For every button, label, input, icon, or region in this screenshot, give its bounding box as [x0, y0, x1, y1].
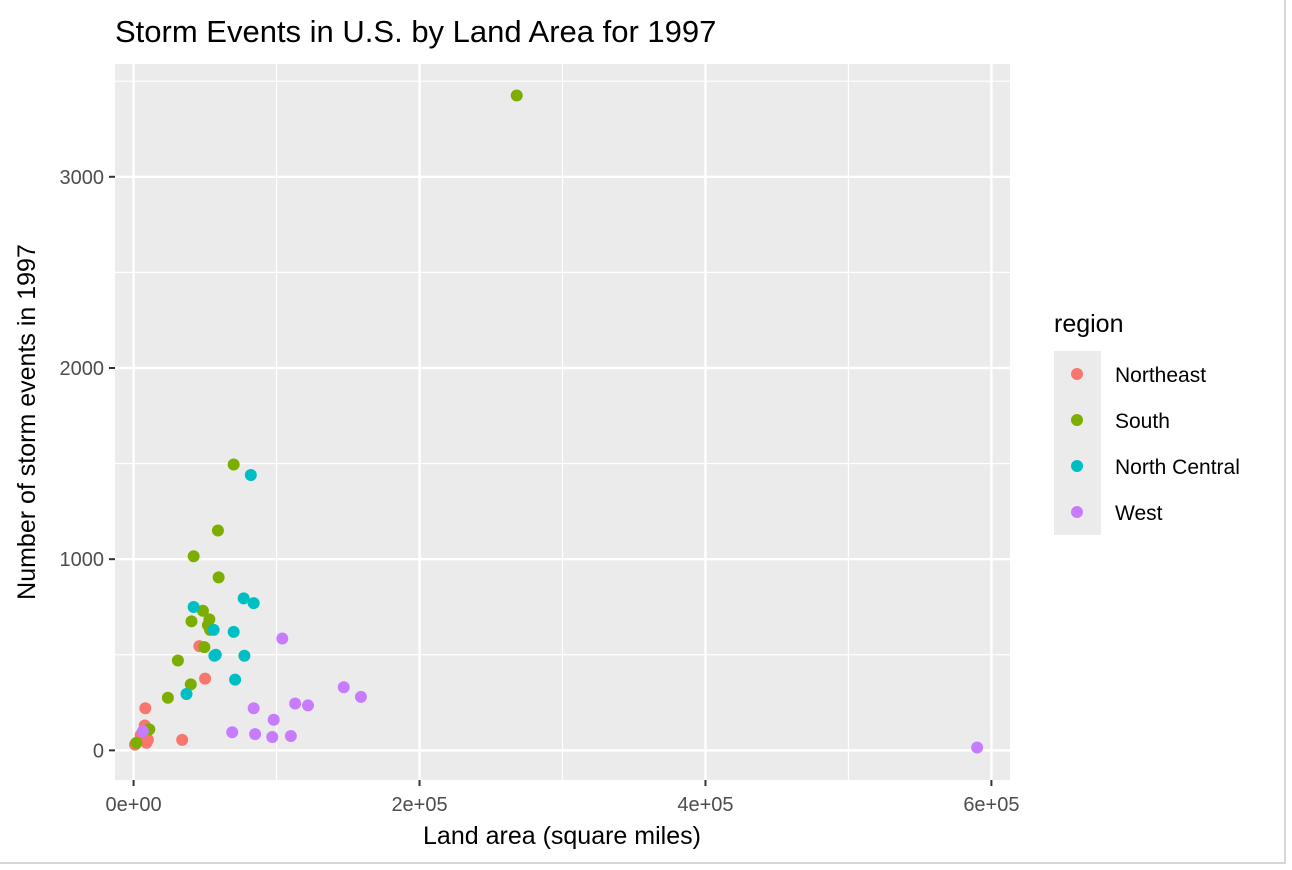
- data-point: [302, 699, 315, 712]
- data-point: [238, 649, 251, 662]
- legend-label: South: [1115, 410, 1170, 433]
- data-point: [199, 672, 212, 685]
- data-point: [226, 726, 239, 739]
- legend-label: Northeast: [1115, 364, 1206, 387]
- data-points: [129, 89, 984, 754]
- data-point: [176, 733, 189, 746]
- data-point: [130, 736, 143, 749]
- data-point: [139, 702, 152, 715]
- legend-key-background: [1054, 351, 1101, 535]
- x-tick-label: 6e+05: [963, 794, 1019, 816]
- data-point: [185, 615, 198, 628]
- data-point: [198, 641, 211, 654]
- data-point: [136, 725, 149, 738]
- data-point: [247, 702, 260, 715]
- legend-key-point: [1071, 368, 1083, 380]
- y-tick-label: 1000: [60, 549, 105, 571]
- data-point: [184, 678, 197, 691]
- legend-key-point: [1071, 506, 1083, 518]
- data-point: [171, 654, 184, 667]
- data-point: [203, 613, 216, 626]
- grid-major: [115, 64, 1010, 780]
- data-point: [284, 730, 297, 743]
- grid-minor: [115, 64, 1010, 780]
- legend-label: North Central: [1115, 456, 1240, 479]
- data-point: [237, 592, 250, 605]
- chart-title: Storm Events in U.S. by Land Area for 19…: [115, 14, 716, 49]
- y-axis-label: Number of storm events in 1997: [13, 244, 41, 600]
- data-point: [207, 623, 220, 636]
- data-point: [161, 691, 174, 704]
- y-tick-label: 3000: [60, 167, 105, 189]
- data-point: [267, 713, 280, 726]
- data-point: [209, 648, 222, 661]
- x-tick-label: 4e+05: [677, 794, 733, 816]
- legend: region Northeast South North Central West: [1054, 310, 1240, 535]
- data-point: [276, 632, 289, 645]
- data-point: [510, 89, 523, 102]
- x-tick-label: 0e+00: [106, 794, 162, 816]
- data-point: [227, 625, 240, 638]
- y-tick-label: 0: [93, 740, 104, 762]
- data-point: [229, 673, 242, 686]
- data-point: [247, 597, 260, 610]
- data-point: [354, 690, 367, 703]
- y-tick-label: 2000: [60, 358, 105, 380]
- legend-items: Northeast South North Central West: [1071, 364, 1240, 525]
- data-point: [180, 687, 193, 700]
- data-point: [187, 550, 200, 563]
- data-point: [971, 741, 984, 754]
- legend-key-point: [1071, 460, 1083, 472]
- data-point: [211, 524, 224, 537]
- data-point: [244, 469, 257, 482]
- data-point: [289, 697, 302, 710]
- legend-label: West: [1115, 502, 1163, 525]
- legend-title: region: [1054, 310, 1124, 338]
- data-point: [227, 458, 240, 471]
- axis-ticks: 0e+00 2e+05 4e+05 6e+05 0 1000 2000 3000: [60, 167, 1020, 816]
- data-point: [337, 681, 350, 694]
- data-point: [266, 730, 279, 743]
- data-point: [196, 604, 209, 617]
- data-point: [187, 600, 200, 613]
- x-tick-label: 2e+05: [391, 794, 447, 816]
- data-point: [212, 571, 225, 584]
- x-axis-label: Land area (square miles): [423, 822, 701, 850]
- legend-key-point: [1071, 414, 1083, 426]
- data-point: [249, 728, 262, 741]
